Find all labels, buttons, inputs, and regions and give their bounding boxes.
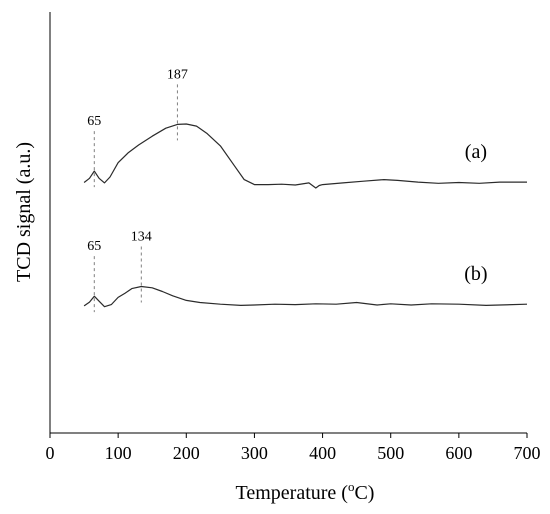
x-tick-label: 300 [241,443,268,463]
peak-label: 65 [87,239,101,254]
peak-label: 134 [131,229,152,244]
peak-annotations: 65 187 65 134 [87,67,188,313]
series-label: (a) [465,141,487,163]
chart-series: (a) (b) [83,123,528,308]
x-tick-label: 200 [173,443,200,463]
series-label: (b) [464,263,487,285]
plot-area [49,12,527,434]
series-line-b [83,285,528,308]
x-axis-label: Temperature (oC) [236,479,375,504]
x-tick-label: 400 [309,443,336,463]
peak-label: 65 [87,114,101,129]
x-axis-ticks: 0 100 200 300 400 500 600 700 [46,433,541,463]
x-tick-label: 700 [514,443,541,463]
x-axis-label-degree: o [348,479,355,494]
x-tick-label: 600 [445,443,472,463]
x-axis-label-unit: C) [354,482,374,504]
x-tick-label: 0 [46,443,55,463]
series-line-a [83,123,527,189]
peak-label: 187 [167,67,188,82]
x-axis-label-text: Temperature ( [236,482,349,504]
x-tick-label: 500 [377,443,404,463]
x-tick-label: 100 [105,443,132,463]
y-axis-label: TCD signal (a.u.) [13,142,35,282]
